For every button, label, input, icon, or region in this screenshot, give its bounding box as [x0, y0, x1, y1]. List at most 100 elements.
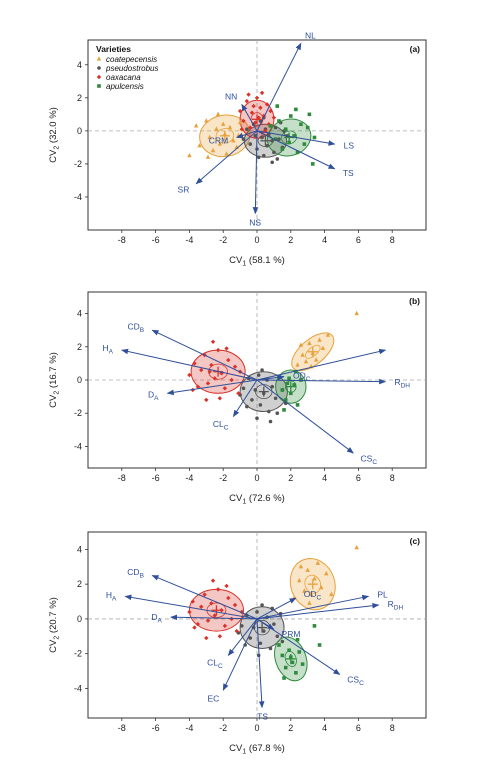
point-oaxacana: [207, 369, 212, 374]
point-coatepecensis: [324, 570, 329, 576]
x-tick-label: 4: [322, 723, 327, 733]
x-tick-label: -8: [118, 235, 126, 245]
point-pseudostrobus: [275, 157, 280, 161]
point-pseudostrobus: [250, 398, 254, 402]
x-tick-label: -4: [185, 235, 193, 245]
point-apulcensis: [312, 624, 317, 628]
vector-nl: [256, 42, 302, 132]
point-apulcensis: [280, 653, 285, 658]
x-tick-label: 8: [390, 235, 395, 245]
point-oaxacana: [234, 628, 239, 634]
point-oaxacana: [226, 357, 231, 363]
point-apulcensis: [310, 162, 315, 166]
vector-label: CDB: [127, 567, 144, 580]
point-pseudostrobus: [239, 624, 244, 628]
panel-3: -8 -6 -4 -2 0 2 4 6 8 -4 -2 0 2 4 CV1 (67.8 %) CV2 (20.…: [48, 531, 427, 756]
point-coatepecensis: [221, 121, 226, 126]
legend-marker-oaxacana: [96, 74, 102, 80]
vector-label: CSC: [347, 675, 364, 688]
point-oaxacana: [205, 618, 211, 623]
point-oaxacana: [271, 115, 277, 120]
point-apulcensis: [275, 104, 280, 108]
legend-entry: coatepecensis: [106, 55, 157, 64]
point-oaxacana: [251, 103, 256, 109]
vector-label: CLC: [213, 419, 229, 432]
point-pseudostrobus: [270, 384, 275, 389]
vector-ec: [222, 618, 258, 691]
legend-marker-pseudostrobus: [97, 66, 101, 70]
point-oaxacana: [258, 105, 263, 110]
legend-entry: oaxacana: [106, 73, 141, 82]
point-oaxacana: [204, 397, 209, 403]
x-tick-label: 8: [390, 473, 395, 483]
point-oaxacana: [192, 361, 197, 366]
point-apulcensis: [282, 408, 286, 412]
point-coatepecensis: [308, 591, 314, 597]
y-tick-label: -2: [74, 159, 82, 169]
point-oaxacana: [209, 362, 214, 368]
vector-ls: [256, 130, 336, 146]
point-oaxacana: [264, 102, 270, 107]
point-oaxacana: [210, 339, 216, 345]
y-tick-label: 2: [77, 93, 82, 103]
x-tick-label: -8: [118, 473, 126, 483]
point-oaxacana: [263, 128, 268, 134]
point-coatepecensis: [298, 563, 304, 569]
x-axis-label: CV1 (58.1 %): [229, 255, 285, 268]
point-coatepecensis: [303, 358, 309, 364]
x-tick-label: -6: [152, 473, 160, 483]
y-tick-label: -2: [74, 408, 82, 418]
x-axis-label: CV1 (72.6 %): [229, 493, 285, 506]
x-tick-label: -4: [185, 723, 193, 733]
y-axis-label: CV2 (32.0 %): [48, 107, 61, 163]
x-tick-label: 0: [254, 723, 259, 733]
point-coatepecensis: [210, 147, 216, 153]
point-coatepecensis: [317, 337, 322, 342]
point-coatepecensis: [204, 118, 209, 123]
point-apulcensis: [294, 671, 298, 675]
vector-label: LS: [344, 141, 355, 151]
point-coatepecensis: [215, 111, 221, 116]
point-pseudostrobus: [256, 373, 261, 377]
point-coatepecensis: [297, 577, 302, 583]
vector-label: HA: [103, 343, 114, 356]
point-pseudostrobus: [273, 396, 278, 401]
point-pseudostrobus: [275, 411, 280, 416]
point-apulcensis: [287, 648, 291, 653]
point-apulcensis: [273, 137, 278, 141]
point-pseudostrobus: [253, 388, 258, 392]
vector-label: RDH: [388, 599, 404, 612]
point-oaxacana: [259, 90, 265, 96]
point-oaxacana: [205, 381, 211, 386]
point-coatepecensis: [193, 123, 199, 128]
x-tick-label: -4: [185, 473, 193, 483]
legend-marker-apulcensis: [97, 84, 101, 88]
point-apulcensis: [317, 643, 322, 647]
point-oaxacana: [187, 372, 192, 378]
point-oaxacana: [212, 376, 217, 381]
y-tick-label: 0: [77, 375, 82, 385]
point-oaxacana: [222, 386, 228, 391]
point-oaxacana: [222, 623, 228, 629]
point-pseudostrobus: [260, 368, 264, 372]
point-coatepecensis: [354, 310, 359, 316]
point-pseudostrobus: [258, 403, 263, 407]
point-coatepecensis: [237, 119, 243, 125]
point-oaxacana: [215, 347, 221, 353]
panel-label: (b): [409, 296, 420, 306]
vector-crm: [236, 130, 258, 139]
point-apulcensis: [294, 107, 298, 112]
point-oaxacana: [224, 346, 229, 351]
point-pseudostrobus: [245, 127, 249, 132]
vector-label: CSC: [361, 453, 378, 466]
point-coatepecensis: [307, 340, 312, 346]
x-tick-label: 0: [254, 235, 259, 245]
point-apulcensis: [287, 376, 291, 381]
point-apulcensis: [307, 112, 312, 117]
point-pseudostrobus: [261, 153, 266, 158]
point-pseudostrobus: [272, 150, 276, 155]
point-pseudostrobus: [268, 419, 273, 424]
y-axis-label: CV2 (16.7 %): [48, 352, 61, 408]
point-coatepecensis: [305, 567, 310, 572]
x-tick-label: -8: [118, 723, 126, 733]
